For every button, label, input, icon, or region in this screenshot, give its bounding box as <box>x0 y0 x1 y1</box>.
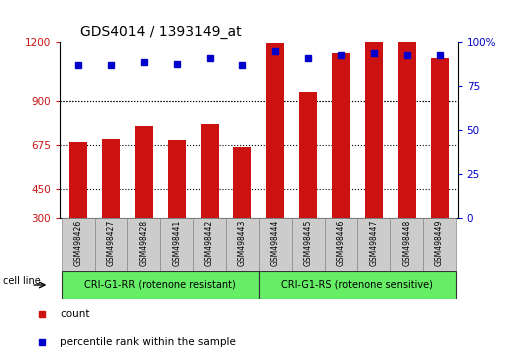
Bar <box>128 218 161 271</box>
Text: GDS4014 / 1393149_at: GDS4014 / 1393149_at <box>80 25 242 39</box>
Text: GSM498441: GSM498441 <box>172 220 181 266</box>
Text: GSM498426: GSM498426 <box>74 220 83 266</box>
Bar <box>62 271 259 299</box>
Bar <box>161 218 193 271</box>
Bar <box>135 126 153 218</box>
Bar <box>259 218 292 271</box>
Bar <box>292 218 325 271</box>
Text: GSM498447: GSM498447 <box>369 220 378 266</box>
Text: CRI-G1-RR (rotenone resistant): CRI-G1-RR (rotenone resistant) <box>84 280 236 290</box>
Bar <box>102 139 120 218</box>
Bar <box>325 218 357 271</box>
Bar <box>95 218 128 271</box>
Text: percentile rank within the sample: percentile rank within the sample <box>60 337 236 347</box>
Text: GSM498449: GSM498449 <box>435 220 444 266</box>
Bar <box>332 53 350 218</box>
Text: GSM498427: GSM498427 <box>107 220 116 266</box>
Bar <box>397 42 416 218</box>
Text: GSM498443: GSM498443 <box>238 220 247 266</box>
Text: GSM498446: GSM498446 <box>336 220 346 266</box>
Bar <box>365 31 383 218</box>
Text: cell line: cell line <box>3 276 41 286</box>
Bar <box>390 218 423 271</box>
Bar <box>430 58 449 218</box>
Bar <box>69 142 87 218</box>
Bar <box>299 92 317 218</box>
Bar <box>193 218 226 271</box>
Bar <box>266 44 285 218</box>
Bar <box>357 218 390 271</box>
Text: count: count <box>60 309 89 320</box>
Bar <box>62 218 95 271</box>
Text: GSM498445: GSM498445 <box>304 220 313 266</box>
Bar <box>233 147 252 218</box>
Text: GSM498428: GSM498428 <box>140 220 149 266</box>
Bar <box>226 218 259 271</box>
Text: CRI-G1-RS (rotenone sensitive): CRI-G1-RS (rotenone sensitive) <box>281 280 434 290</box>
Bar <box>168 140 186 218</box>
Bar <box>423 218 456 271</box>
Bar <box>201 124 219 218</box>
Bar <box>259 271 456 299</box>
Text: GSM498442: GSM498442 <box>205 220 214 266</box>
Text: GSM498448: GSM498448 <box>402 220 411 266</box>
Text: GSM498444: GSM498444 <box>271 220 280 266</box>
